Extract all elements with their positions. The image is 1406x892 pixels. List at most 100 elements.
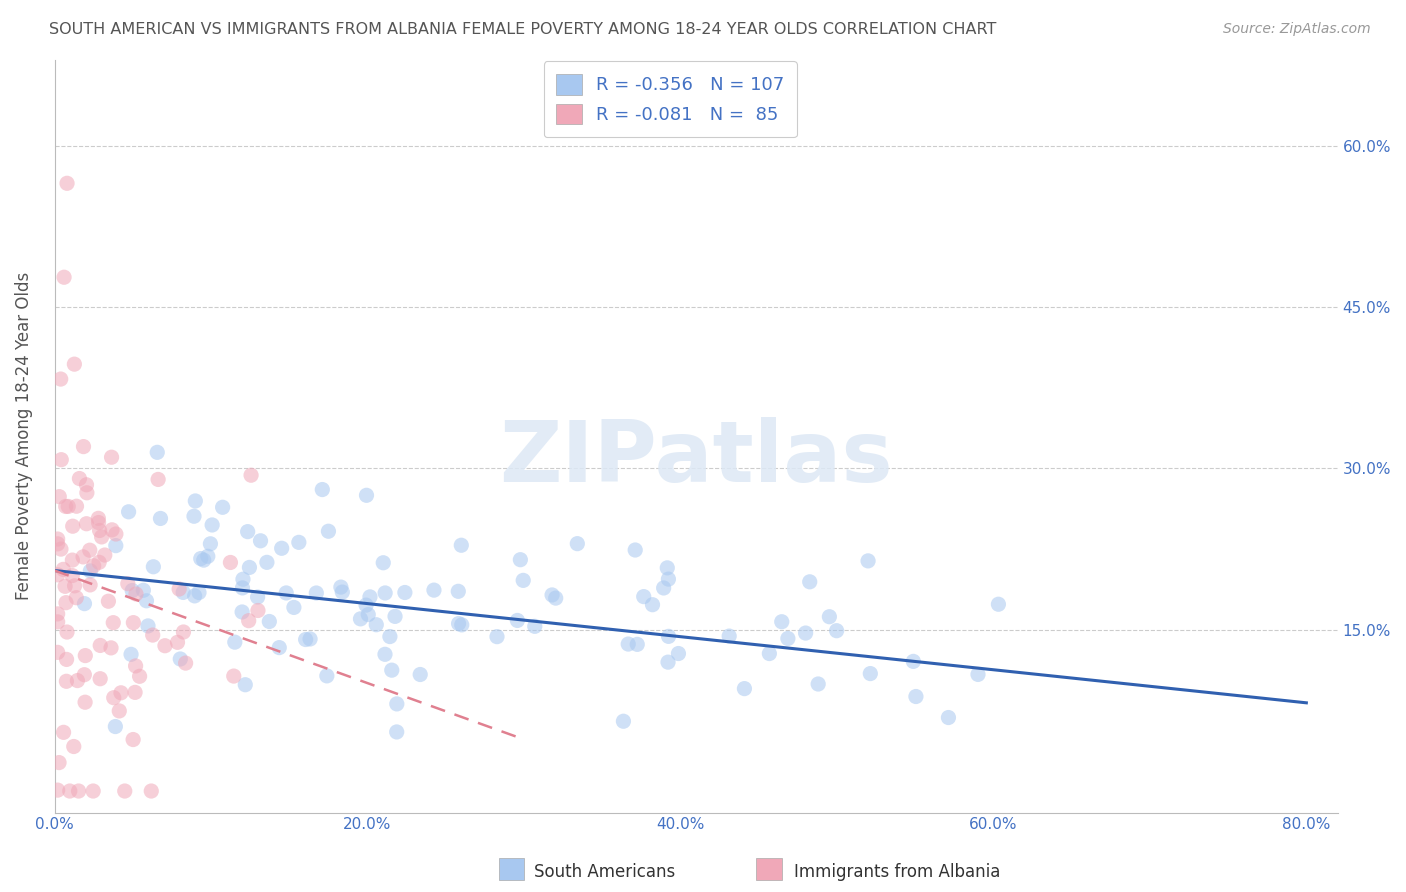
Point (450, 618, 472, 632)
Point (283, 600, 305, 615)
Point (167, 582, 190, 596)
Point (46, 645, 69, 659)
Point (117, 576, 139, 591)
Point (55, 500, 77, 514)
Point (60, 553, 83, 567)
Point (79, 564, 101, 578)
Point (53, 270, 76, 285)
Point (657, 561, 679, 575)
Point (246, 603, 269, 617)
Point (374, 586, 396, 600)
Point (807, 677, 830, 691)
Point (89, 524, 111, 538)
Point (856, 554, 879, 568)
Point (359, 590, 381, 604)
Point (544, 591, 567, 606)
Point (523, 619, 546, 633)
Text: Source: ZipAtlas.com: Source: ZipAtlas.com (1223, 22, 1371, 37)
Point (46, 615, 69, 629)
Point (626, 637, 648, 651)
Point (100, 450, 122, 465)
Point (114, 784, 136, 798)
Point (174, 656, 197, 670)
Point (128, 669, 150, 683)
Point (657, 655, 679, 669)
Point (75, 648, 97, 663)
Point (87, 516, 110, 530)
Point (56, 625, 79, 640)
Point (799, 574, 821, 589)
Point (100, 640, 122, 655)
Point (76, 516, 98, 531)
Point (117, 505, 139, 519)
Point (76, 485, 98, 500)
Point (224, 635, 246, 649)
Point (349, 612, 371, 626)
Point (447, 584, 470, 599)
Point (612, 714, 634, 729)
Point (94, 548, 117, 562)
Point (58, 500, 80, 514)
Point (73, 597, 96, 611)
Point (276, 586, 298, 600)
Point (87, 555, 110, 569)
Point (987, 597, 1010, 611)
Point (825, 624, 848, 638)
Point (79, 543, 101, 558)
Point (200, 537, 222, 551)
Point (75, 695, 97, 709)
Point (366, 617, 388, 632)
Point (938, 710, 960, 724)
Point (146, 445, 169, 459)
Point (73, 667, 96, 681)
Point (49, 372, 72, 386)
Point (299, 632, 322, 646)
Point (904, 690, 927, 704)
Point (624, 543, 647, 558)
Point (374, 648, 396, 662)
Point (172, 625, 194, 640)
Point (124, 685, 146, 699)
Point (55, 596, 77, 610)
Point (97, 594, 120, 608)
Point (72, 440, 94, 454)
Point (193, 553, 215, 567)
Point (120, 648, 142, 662)
Point (315, 669, 337, 683)
Point (718, 629, 741, 643)
Point (231, 605, 253, 619)
FancyBboxPatch shape (499, 858, 524, 880)
Point (46, 567, 69, 582)
Point (311, 483, 333, 497)
Point (903, 654, 925, 668)
Point (166, 635, 188, 649)
Point (447, 616, 470, 631)
Point (567, 536, 589, 550)
Point (249, 533, 271, 548)
Text: Immigrants from Albania: Immigrants from Albania (794, 863, 1001, 881)
Point (172, 585, 194, 599)
Point (385, 725, 408, 739)
Point (87, 511, 110, 525)
Point (794, 626, 817, 640)
Point (236, 524, 259, 539)
Point (52, 725, 75, 739)
Point (246, 590, 269, 604)
Point (108, 704, 131, 718)
Point (394, 585, 416, 599)
Point (142, 559, 165, 574)
Point (59, 784, 82, 798)
Point (101, 523, 124, 537)
Point (122, 615, 145, 630)
Point (318, 524, 340, 539)
Point (201, 518, 224, 533)
Point (758, 647, 780, 661)
Point (378, 630, 401, 644)
Point (423, 583, 446, 598)
Point (49, 542, 72, 557)
Point (104, 539, 127, 553)
Point (62, 519, 84, 533)
Point (256, 555, 278, 569)
Point (967, 667, 990, 681)
Point (385, 697, 408, 711)
